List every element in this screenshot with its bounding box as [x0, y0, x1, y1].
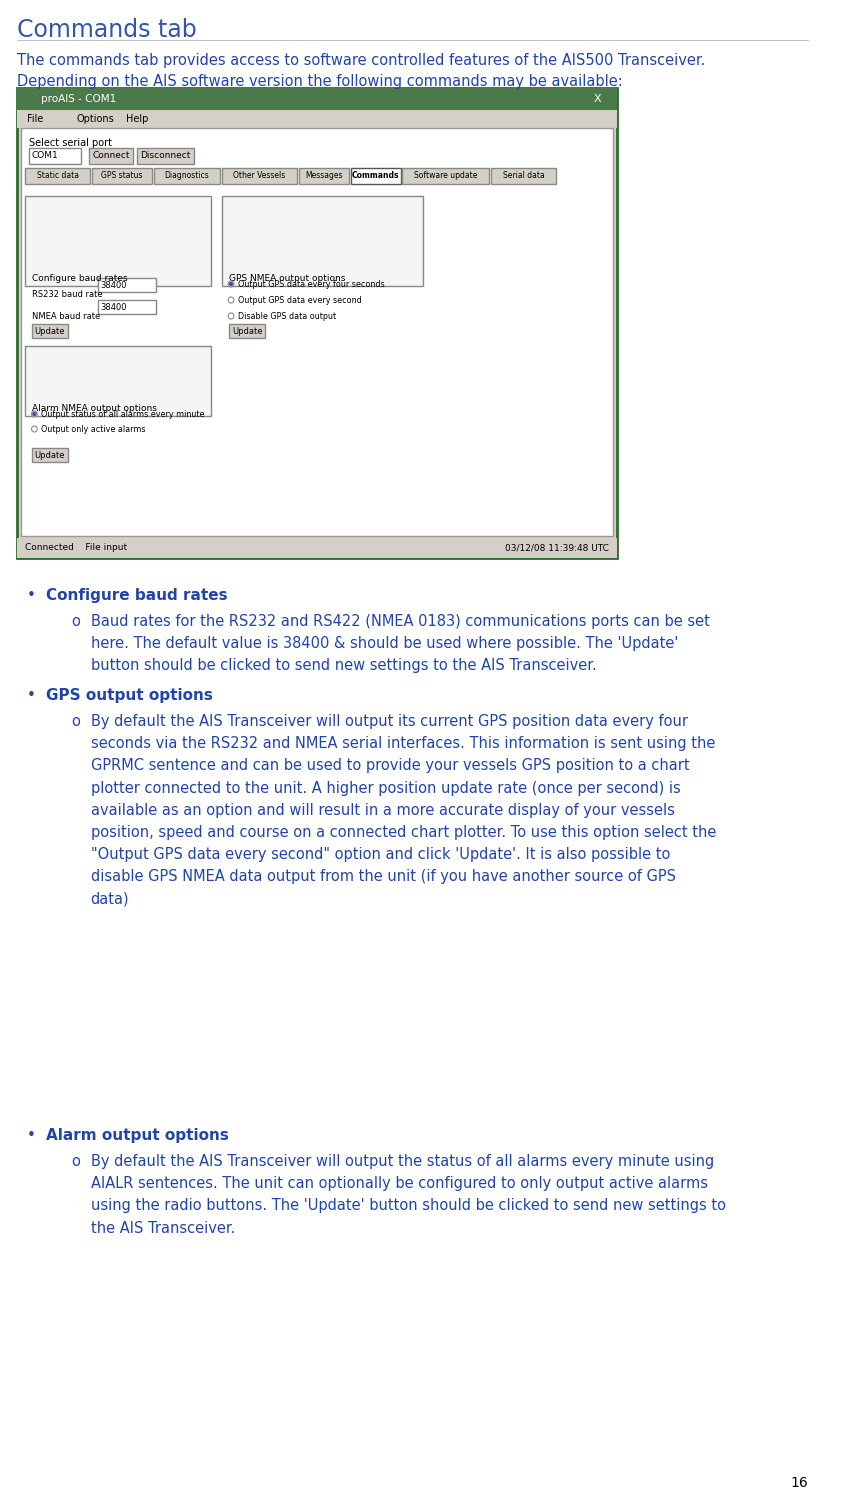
- FancyBboxPatch shape: [17, 87, 617, 110]
- Text: GPS NMEA output options: GPS NMEA output options: [229, 274, 346, 284]
- Text: o: o: [72, 713, 80, 728]
- Text: Configure baud rates: Configure baud rates: [46, 588, 227, 603]
- FancyBboxPatch shape: [89, 148, 133, 164]
- FancyBboxPatch shape: [29, 148, 81, 164]
- Circle shape: [31, 412, 37, 418]
- Text: RS232 baud rate: RS232 baud rate: [31, 290, 102, 299]
- Text: 03/12/08 11:39:48 UTC: 03/12/08 11:39:48 UTC: [505, 543, 609, 552]
- FancyBboxPatch shape: [351, 167, 401, 184]
- Text: •: •: [27, 1128, 35, 1143]
- Text: Diagnostics: Diagnostics: [164, 172, 209, 181]
- FancyBboxPatch shape: [17, 87, 617, 558]
- Text: Output GPS data every second: Output GPS data every second: [238, 296, 361, 305]
- FancyBboxPatch shape: [229, 324, 265, 338]
- FancyBboxPatch shape: [98, 277, 156, 293]
- Text: Update: Update: [232, 327, 263, 335]
- Text: Serial data: Serial data: [503, 172, 544, 181]
- Text: Update: Update: [35, 327, 65, 335]
- Text: Options: Options: [76, 115, 114, 124]
- Circle shape: [230, 282, 232, 285]
- Text: 38400: 38400: [100, 303, 127, 312]
- Text: Commands: Commands: [352, 172, 399, 181]
- FancyBboxPatch shape: [17, 538, 617, 558]
- Circle shape: [228, 297, 234, 303]
- Text: proAIS - COM1: proAIS - COM1: [41, 93, 117, 104]
- Text: Alarm NMEA output options: Alarm NMEA output options: [31, 404, 156, 413]
- Text: Connect: Connect: [92, 151, 130, 160]
- Text: Baud rates for the RS232 and RS422 (NMEA 0183) communications ports can be set
h: Baud rates for the RS232 and RS422 (NMEA…: [91, 614, 709, 674]
- FancyBboxPatch shape: [403, 167, 489, 184]
- Text: Messages: Messages: [305, 172, 343, 181]
- Circle shape: [228, 314, 234, 320]
- Circle shape: [228, 280, 234, 287]
- FancyBboxPatch shape: [21, 128, 613, 535]
- FancyBboxPatch shape: [222, 196, 423, 287]
- Text: File: File: [27, 115, 43, 124]
- FancyBboxPatch shape: [299, 167, 349, 184]
- Text: Output GPS data every four seconds: Output GPS data every four seconds: [238, 280, 384, 290]
- Text: 38400: 38400: [100, 280, 127, 290]
- Text: Output only active alarms: Output only active alarms: [41, 425, 145, 434]
- Text: o: o: [72, 614, 80, 629]
- FancyBboxPatch shape: [31, 324, 67, 338]
- Text: Software update: Software update: [414, 172, 477, 181]
- Text: 16: 16: [790, 1476, 808, 1490]
- FancyBboxPatch shape: [491, 167, 556, 184]
- Text: X: X: [594, 93, 601, 104]
- Text: By default the AIS Transceiver will output its current GPS position data every f: By default the AIS Transceiver will outp…: [91, 713, 716, 906]
- Text: NMEA baud rate: NMEA baud rate: [31, 312, 99, 321]
- Text: Commands tab: Commands tab: [17, 18, 197, 42]
- Text: Other Vessels: Other Vessels: [233, 172, 286, 181]
- FancyBboxPatch shape: [98, 300, 156, 314]
- Text: GPS output options: GPS output options: [46, 688, 213, 703]
- Text: o: o: [72, 1154, 80, 1169]
- Text: Help: Help: [126, 115, 149, 124]
- Text: GPS status: GPS status: [101, 172, 143, 181]
- Text: By default the AIS Transceiver will output the status of all alarms every minute: By default the AIS Transceiver will outp…: [91, 1154, 726, 1235]
- Text: Configure baud rates: Configure baud rates: [31, 274, 127, 284]
- FancyBboxPatch shape: [25, 167, 90, 184]
- FancyBboxPatch shape: [31, 448, 67, 461]
- FancyBboxPatch shape: [221, 167, 297, 184]
- Text: Output status of all alarms every minute: Output status of all alarms every minute: [41, 410, 205, 419]
- Text: Disable GPS data output: Disable GPS data output: [238, 312, 336, 321]
- Text: COM1: COM1: [31, 151, 58, 160]
- FancyBboxPatch shape: [137, 148, 194, 164]
- Circle shape: [33, 413, 35, 416]
- FancyBboxPatch shape: [25, 196, 211, 287]
- Text: Disconnect: Disconnect: [140, 151, 190, 160]
- Circle shape: [31, 425, 37, 431]
- Text: •: •: [27, 588, 35, 603]
- FancyBboxPatch shape: [154, 167, 219, 184]
- FancyBboxPatch shape: [25, 345, 211, 416]
- FancyBboxPatch shape: [17, 110, 617, 128]
- Text: Connected    File input: Connected File input: [25, 543, 127, 552]
- Text: Select serial port: Select serial port: [29, 139, 111, 148]
- FancyBboxPatch shape: [92, 167, 152, 184]
- Text: Update: Update: [35, 451, 65, 460]
- Text: The commands tab provides access to software controlled features of the AIS500 T: The commands tab provides access to soft…: [17, 53, 706, 89]
- Text: •: •: [27, 688, 35, 703]
- Text: Static data: Static data: [36, 172, 79, 181]
- Text: Alarm output options: Alarm output options: [46, 1128, 229, 1143]
